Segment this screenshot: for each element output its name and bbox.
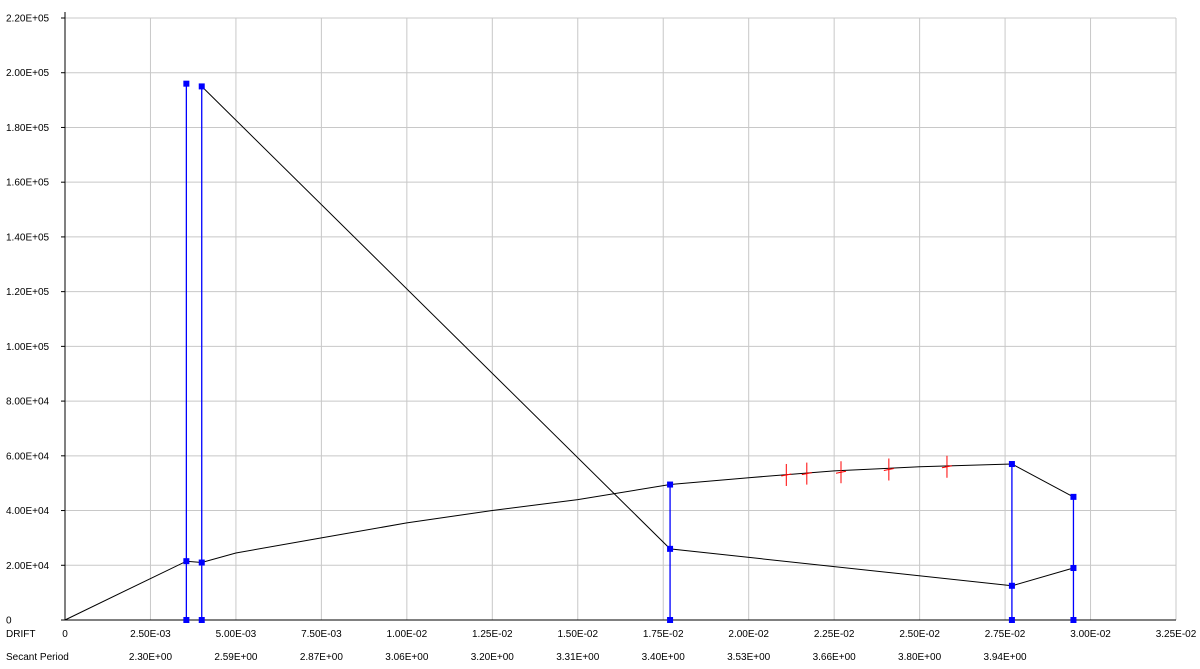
y-tick-label: 2.00E+05 — [6, 68, 50, 79]
y-tick-label: 1.80E+05 — [6, 123, 50, 134]
marker-point — [198, 617, 205, 623]
x-axis-label: DRIFT — [6, 629, 35, 640]
marker-point — [1070, 493, 1077, 500]
x-tick-label: 2.50E-03 — [130, 629, 171, 640]
x-tick-label: 7.50E-03 — [301, 629, 342, 640]
red-tick-cross — [883, 468, 894, 471]
x-tick-label: 0 — [62, 629, 68, 640]
x-tick-label: 1.75E-02 — [643, 629, 684, 640]
y-tick-label: 2.00E+04 — [6, 561, 50, 572]
marker-stems — [183, 80, 1077, 623]
secant-period-value: 3.53E+00 — [727, 652, 771, 663]
marker-point — [1070, 617, 1077, 623]
marker-point — [198, 559, 205, 566]
secant-period-value: 3.94E+00 — [984, 652, 1028, 663]
y-tick-label: 1.60E+05 — [6, 178, 50, 189]
x-tick-label: 1.50E-02 — [557, 629, 598, 640]
red-tick-cross — [801, 472, 812, 476]
secant-period-value: 2.87E+00 — [300, 652, 344, 663]
marker-point — [1070, 565, 1077, 572]
x-tick-label: 2.50E-02 — [899, 629, 940, 640]
x-tick-label: 1.25E-02 — [472, 629, 513, 640]
secant-period-label: Secant Period — [6, 652, 69, 663]
marker-point — [1008, 582, 1015, 589]
y-tick-label: 1.20E+05 — [6, 287, 50, 298]
x-tick-label: 3.00E-02 — [1070, 629, 1111, 640]
x-tick-label: 1.00E-02 — [387, 629, 428, 640]
marker-point — [183, 558, 190, 565]
y-tick-label: 4.00E+04 — [6, 506, 50, 517]
grid-lines — [65, 17, 1177, 620]
series-lines — [64, 86, 1074, 621]
x-tick-label: 2.00E-02 — [728, 629, 769, 640]
secant-period-value: 3.66E+00 — [813, 652, 857, 663]
marker-point — [667, 545, 674, 552]
secant-period-value: 3.20E+00 — [471, 652, 515, 663]
red-tick-cross — [781, 473, 792, 477]
secant-period-value: 3.80E+00 — [898, 652, 942, 663]
series-line-1 — [64, 463, 1074, 621]
marker-point — [667, 481, 674, 488]
axes — [61, 12, 1176, 621]
y-tick-label: 8.00E+04 — [6, 397, 50, 408]
secant-period-value: 3.31E+00 — [556, 652, 600, 663]
secant-period-value: 3.40E+00 — [642, 652, 686, 663]
secant-period-value: 2.59E+00 — [214, 652, 258, 663]
y-tick-label: 1.40E+05 — [6, 232, 50, 243]
x-tick-label: 3.25E-02 — [1156, 629, 1197, 640]
tick-labels: 0 2.00E+04 4.00E+04 6.00E+04 8.00E+04 1.00E+0… — [6, 14, 1197, 664]
marker-point — [667, 617, 674, 623]
x-tick-label: 5.00E-03 — [216, 629, 257, 640]
marker-point — [183, 617, 190, 623]
x-tick-label: 2.25E-02 — [814, 629, 855, 640]
marker-point — [183, 80, 190, 87]
y-tick-label: 6.00E+04 — [6, 451, 50, 462]
y-tick-label: 0 — [6, 616, 12, 627]
marker-point — [198, 83, 205, 90]
secant-period-value: 3.06E+00 — [385, 652, 429, 663]
red-tick-cross — [835, 470, 847, 474]
y-tick-label: 2.20E+05 — [6, 14, 50, 25]
series-line-2 — [201, 86, 1074, 587]
marker-point — [1008, 461, 1015, 468]
red-tick-cross — [941, 465, 953, 469]
marker-point — [1008, 617, 1015, 623]
secant-period-value: 2.30E+00 — [129, 652, 173, 663]
y-tick-label: 1.00E+05 — [6, 342, 50, 353]
x-tick-label: 2.75E-02 — [985, 629, 1026, 640]
red-tick-marks — [781, 455, 953, 486]
